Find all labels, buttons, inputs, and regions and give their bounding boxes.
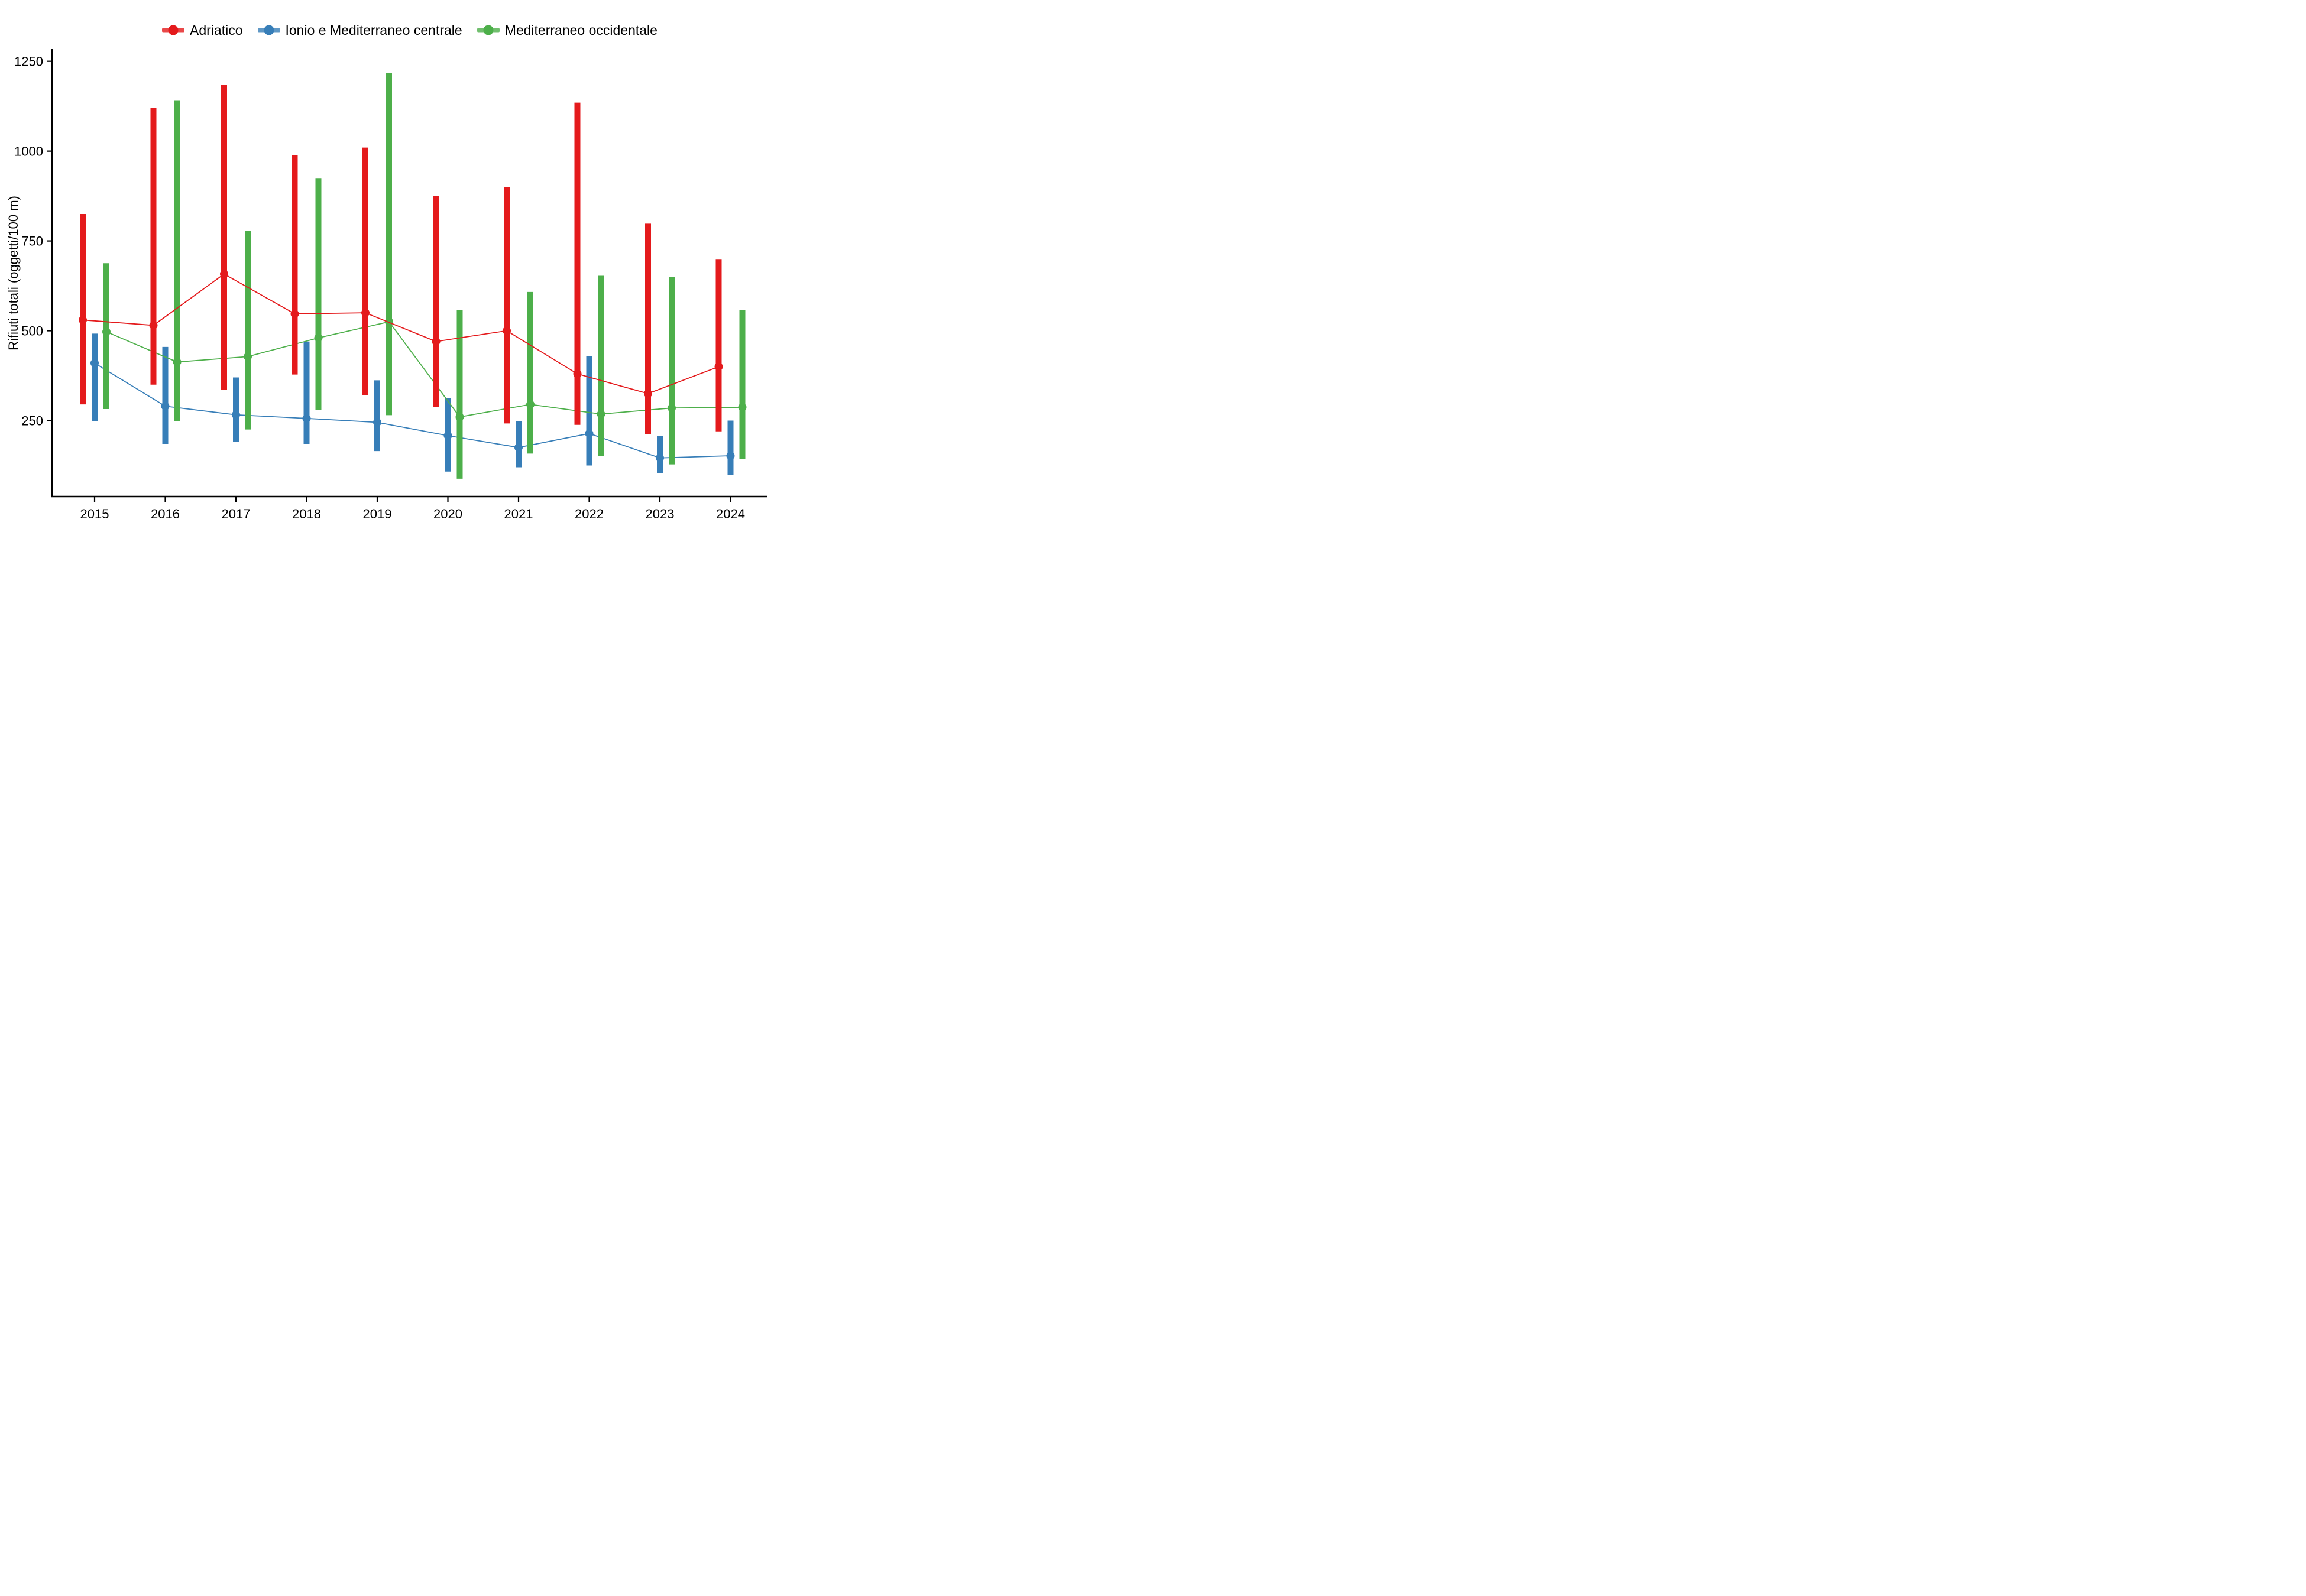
data-point xyxy=(526,400,535,409)
series-mediterraneo-occidentale xyxy=(102,73,747,479)
data-point xyxy=(432,337,441,346)
data-point xyxy=(361,309,370,317)
data-point xyxy=(503,326,511,335)
x-tick-label: 2018 xyxy=(292,507,321,521)
series-line xyxy=(82,273,719,394)
data-point xyxy=(90,359,99,368)
data-point xyxy=(244,352,252,361)
x-tick-label: 2017 xyxy=(222,507,251,521)
y-tick-label: 1250 xyxy=(14,54,43,69)
data-point xyxy=(149,321,158,330)
data-point xyxy=(373,418,381,427)
data-point xyxy=(573,369,582,378)
chart-figure: 250 500 750 1000 1250 2015 2016 2017 2018 2019 20… xyxy=(0,0,769,532)
data-point xyxy=(79,316,87,325)
series-adriatico xyxy=(79,85,723,434)
data-point xyxy=(173,358,182,366)
data-point xyxy=(597,410,605,419)
y-tick-label: 500 xyxy=(21,324,43,339)
x-tick-label: 2016 xyxy=(151,507,180,521)
series-ionio-e-mediterraneo-centrale xyxy=(90,333,735,475)
data-point xyxy=(714,362,723,371)
y-tick-label: 750 xyxy=(21,234,43,249)
y-tick-label: 1000 xyxy=(14,144,43,159)
axes xyxy=(51,49,767,498)
data-point xyxy=(668,404,676,413)
x-tick-label: 2024 xyxy=(716,507,745,521)
data-point xyxy=(644,389,652,398)
data-point xyxy=(302,414,311,423)
x-tick-label: 2021 xyxy=(504,507,533,521)
data-point xyxy=(656,453,664,462)
series-layer xyxy=(79,73,747,479)
y-tick-label: 250 xyxy=(21,413,43,428)
x-axis-ticks: 2015 2016 2017 2018 2019 2020 2021 2022 2023 2024 xyxy=(80,497,745,521)
x-tick-label: 2023 xyxy=(646,507,675,521)
data-point xyxy=(443,431,452,440)
data-point xyxy=(290,309,299,318)
x-tick-label: 2020 xyxy=(433,507,462,521)
data-point xyxy=(514,443,523,452)
x-tick-label: 2022 xyxy=(575,507,604,521)
data-point xyxy=(102,327,111,336)
data-point xyxy=(455,413,464,421)
series-line xyxy=(94,362,731,459)
x-tick-label: 2015 xyxy=(80,507,109,521)
x-tick-label: 2019 xyxy=(363,507,392,521)
data-point xyxy=(220,270,228,278)
data-point xyxy=(726,452,735,460)
y-axis-ticks: 250 500 750 1000 1250 xyxy=(14,54,52,428)
data-point xyxy=(385,317,393,326)
data-point xyxy=(585,429,594,438)
data-point xyxy=(314,333,323,342)
y-axis-title: Rifiuti totali (oggetti/100 m) xyxy=(6,196,21,351)
data-point xyxy=(161,402,170,411)
data-point xyxy=(232,410,240,419)
series-line xyxy=(106,321,743,418)
data-point xyxy=(738,403,747,411)
